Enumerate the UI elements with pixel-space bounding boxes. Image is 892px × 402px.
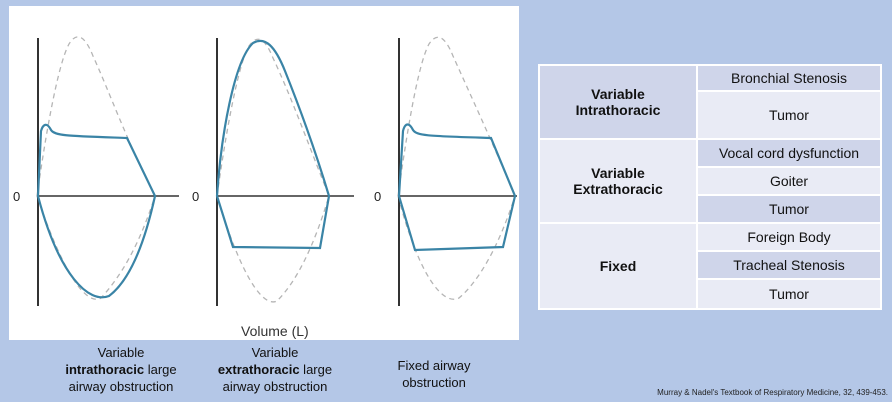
category-variable-intrathoracic: Variable Intrathoracic [538,64,698,140]
caption-line: Fixed airway [397,358,471,373]
obstructed-loop [215,39,331,250]
x-axis-label: Volume (L) [241,323,309,339]
caption-text: large [299,362,333,377]
category-label: Variable [591,86,645,102]
caption-line: extrathoracic large [200,361,350,378]
cause-cell: Tumor [696,90,882,140]
cause-cell: Tumor [696,278,882,310]
cause-cell: Vocal cord dysfunction [696,138,882,168]
flow-volume-figure: 0 0 0 Volume (L) [9,6,519,340]
cause-cell: Tumor [696,194,882,224]
citation: Murray & Nadel's Textbook of Respiratory… [657,388,888,397]
loop-fixed: 0 [374,36,517,306]
normal-loop-reference [216,38,330,303]
category-label: Extrathoracic [573,181,663,197]
obstruction-causes-table: Variable Intrathoracic Bronchial Stenosi… [538,64,882,310]
normal-loop-reference [36,36,156,300]
cause-cell: Tracheal Stenosis [696,250,882,280]
caption-line: airway obstruction [222,379,328,394]
zero-label: 0 [192,189,199,204]
obstructed-loop [36,123,157,299]
cause-cell: Foreign Body [696,222,882,252]
caption-line: obstruction [402,375,466,390]
caption-text: large [144,362,177,377]
caption-variable-intrathoracic: Variable intrathoracic large airway obst… [46,344,196,395]
cause-cell: Bronchial Stenosis [696,64,882,92]
loop-variable-intrathoracic: 0 [13,36,179,306]
caption-line: airway obstruction [68,379,174,394]
caption-line: intrathoracic large [46,361,196,378]
zero-label: 0 [374,189,381,204]
category-fixed: Fixed [538,222,698,310]
caption-line: Variable [97,345,145,360]
category-label: Variable [591,165,645,181]
cause-cell: Goiter [696,166,882,196]
obstructed-loop [397,123,517,252]
caption-bold: intrathoracic [65,362,145,377]
loop-variable-extrathoracic: 0 [192,38,354,306]
category-variable-extrathoracic: Variable Extrathoracic [538,138,698,224]
normal-loop-reference [397,36,516,300]
caption-fixed: Fixed airway obstruction [359,357,509,391]
flow-volume-loops: 0 0 0 Volume (L) [13,36,517,339]
caption-line: Variable [251,345,299,360]
caption-bold: extrathoracic [217,362,300,377]
category-label: Fixed [599,258,637,274]
zero-label: 0 [13,189,20,204]
category-label: Intrathoracic [575,102,661,118]
caption-variable-extrathoracic: Variable extrathoracic large airway obst… [200,344,350,395]
